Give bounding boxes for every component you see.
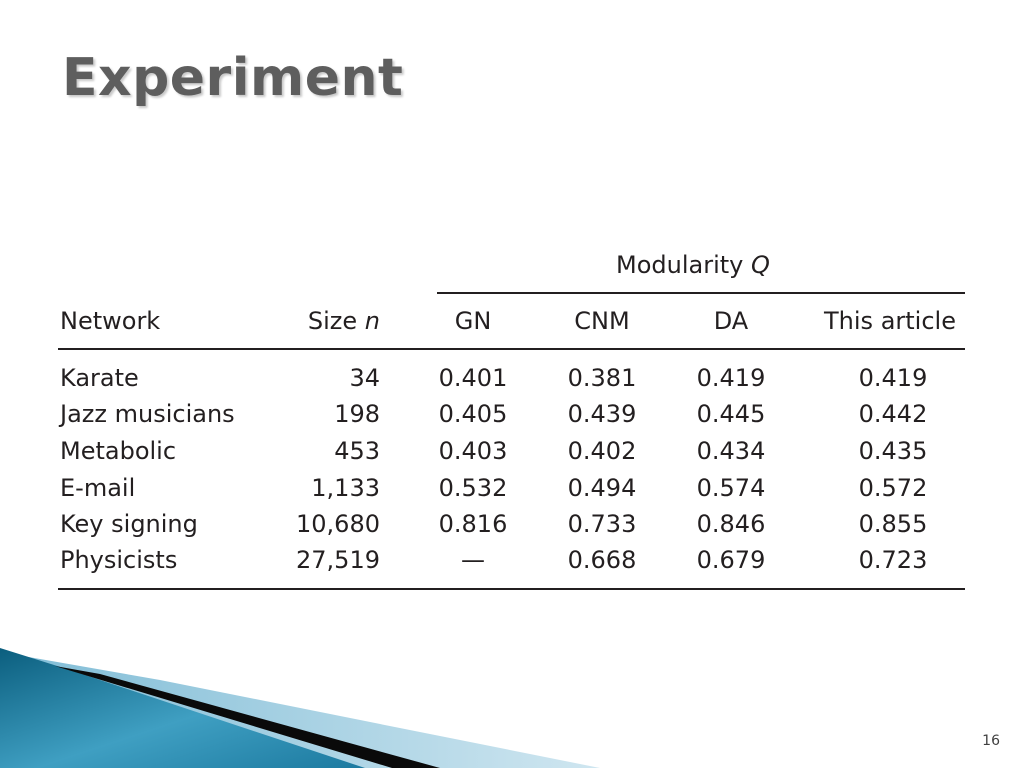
- cell-cnm: 0.733: [567, 510, 637, 538]
- cell-this-article: 0.419: [858, 364, 928, 392]
- cell-this-article: 0.572: [858, 474, 928, 502]
- cell-da: 0.574: [696, 474, 766, 502]
- cell-size: 27,519: [296, 546, 380, 574]
- corner-decoration: [0, 648, 600, 768]
- cell-size: 453: [334, 437, 380, 465]
- cell-network: Karate: [60, 364, 139, 392]
- col-header-size-label: Size: [307, 307, 365, 335]
- table-bottom-rule: [58, 588, 965, 590]
- cell-da: 0.445: [696, 400, 766, 428]
- cell-gn: —: [461, 546, 485, 574]
- cell-this-article: 0.855: [858, 510, 928, 538]
- modularity-group-header: Modularity Q: [616, 250, 770, 280]
- cell-cnm: 0.381: [567, 364, 637, 392]
- cell-this-article: 0.442: [858, 400, 928, 428]
- col-header-this-article: This article: [824, 307, 956, 335]
- cell-size: 10,680: [296, 510, 380, 538]
- slide-title: Experiment: [62, 48, 404, 108]
- cell-size: 198: [334, 400, 380, 428]
- cell-this-article: 0.723: [858, 546, 928, 574]
- cell-gn: 0.816: [438, 510, 508, 538]
- cell-network: Key signing: [60, 510, 198, 538]
- col-header-gn: GN: [454, 307, 492, 335]
- cell-size: 1,133: [311, 474, 380, 502]
- cell-gn: 0.532: [438, 474, 508, 502]
- cell-cnm: 0.439: [567, 400, 637, 428]
- decor-black-stripe: [55, 666, 440, 768]
- page-number: 16: [982, 733, 1000, 749]
- cell-cnm: 0.494: [567, 474, 637, 502]
- cell-cnm: 0.402: [567, 437, 637, 465]
- col-header-network: Network: [60, 307, 161, 335]
- cell-da: 0.419: [696, 364, 766, 392]
- cell-cnm: 0.668: [567, 546, 637, 574]
- cell-da: 0.846: [696, 510, 766, 538]
- header-rule: [58, 348, 965, 350]
- col-header-da: DA: [713, 307, 749, 335]
- cell-network: Metabolic: [60, 437, 177, 465]
- cell-size: 34: [349, 364, 380, 392]
- cell-network: Jazz musicians: [60, 400, 235, 428]
- modularity-table: Modularity Q Network Size n GN CNM DA Th…: [58, 250, 965, 590]
- decor-teal-band: [0, 648, 365, 768]
- cell-da: 0.679: [696, 546, 766, 574]
- cell-gn: 0.405: [438, 400, 508, 428]
- cell-gn: 0.401: [438, 364, 508, 392]
- cell-network: E-mail: [60, 474, 136, 502]
- group-header-rule: [437, 292, 965, 294]
- cell-this-article: 0.435: [858, 437, 928, 465]
- modularity-group-q: Q: [751, 251, 770, 279]
- cell-da: 0.434: [696, 437, 766, 465]
- col-header-cnm: CNM: [574, 307, 630, 335]
- modularity-group-label: Modularity: [616, 251, 751, 279]
- cell-gn: 0.403: [438, 437, 508, 465]
- col-header-size-n: n: [364, 307, 380, 335]
- cell-network: Physicists: [60, 546, 178, 574]
- col-header-size: Size n: [250, 306, 380, 336]
